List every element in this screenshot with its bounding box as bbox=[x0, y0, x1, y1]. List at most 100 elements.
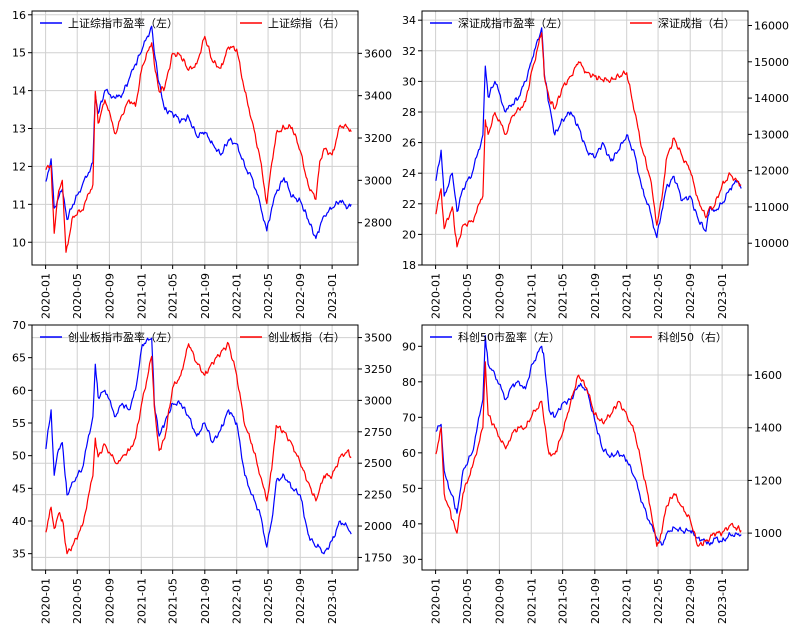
x-tick-label: 2023-01 bbox=[716, 578, 729, 624]
left-tick-label: 60 bbox=[12, 384, 26, 397]
left-tick-label: 22 bbox=[402, 198, 416, 211]
left-tick-label: 28 bbox=[402, 106, 416, 119]
left-tick-label: 32 bbox=[402, 45, 416, 58]
right-tick-label: 3600 bbox=[364, 47, 392, 60]
left-tick-label: 20 bbox=[402, 228, 416, 241]
left-tick-label: 50 bbox=[12, 450, 26, 463]
right-tick-label: 10000 bbox=[754, 237, 789, 250]
x-tick-label: 2023-01 bbox=[326, 273, 339, 319]
right-tick-label: 1750 bbox=[364, 551, 392, 564]
left-tick-label: 40 bbox=[12, 515, 26, 528]
x-tick-label: 2022-01 bbox=[621, 578, 634, 624]
right-tick-label: 15000 bbox=[754, 56, 789, 69]
right-tick-label: 3000 bbox=[364, 394, 392, 407]
left-tick-label: 70 bbox=[402, 411, 416, 424]
plot-frame bbox=[421, 324, 749, 571]
x-tick-label: 2022-01 bbox=[231, 273, 244, 319]
left-tick-label: 90 bbox=[402, 340, 416, 353]
x-tick-label: 2022-05 bbox=[652, 578, 665, 624]
x-tick-label: 2021-05 bbox=[167, 578, 180, 624]
series-line-pe-ratio bbox=[435, 335, 742, 546]
x-tick-label: 2021-01 bbox=[525, 273, 538, 319]
right-tick-label: 2750 bbox=[364, 426, 392, 439]
series-line-index bbox=[45, 35, 352, 253]
left-tick-label: 30 bbox=[402, 75, 416, 88]
x-tick-label: 2021-09 bbox=[199, 273, 212, 319]
x-tick-label: 2022-05 bbox=[652, 273, 665, 319]
x-tick-label: 2023-01 bbox=[326, 578, 339, 624]
right-tick-label: 3400 bbox=[364, 90, 392, 103]
x-tick-label: 2021-01 bbox=[135, 273, 148, 319]
left-tick-label: 24 bbox=[402, 167, 416, 180]
legend-label: 科创50市盈率（左） bbox=[458, 330, 560, 344]
x-tick-label: 2021-09 bbox=[589, 578, 602, 624]
x-tick-label: 2020-01 bbox=[40, 273, 53, 319]
right-tick-label: 1600 bbox=[754, 369, 782, 382]
x-tick-label: 2020-09 bbox=[493, 273, 506, 319]
x-tick-label: 2021-01 bbox=[525, 578, 538, 624]
x-tick-label: 2020-09 bbox=[103, 273, 116, 319]
right-tick-label: 14000 bbox=[754, 92, 789, 105]
series-line-pe-ratio bbox=[45, 337, 352, 555]
x-tick-label: 2022-09 bbox=[294, 578, 307, 624]
x-tick-label: 2022-01 bbox=[621, 273, 634, 319]
x-tick-label: 2020-09 bbox=[103, 578, 116, 624]
left-tick-label: 11 bbox=[12, 198, 26, 211]
series-line-pe-ratio bbox=[435, 27, 742, 239]
left-tick-label: 35 bbox=[12, 548, 26, 561]
right-tick-label: 16000 bbox=[754, 20, 789, 33]
left-tick-label: 10 bbox=[12, 236, 26, 249]
chart-panel-2: 2020-01 2020-05 2020-09 2021-01 2021-05 2021-… bbox=[402, 10, 789, 319]
x-tick-label: 2022-09 bbox=[294, 273, 307, 319]
left-tick-label: 26 bbox=[402, 137, 416, 150]
left-tick-label: 65 bbox=[12, 352, 26, 365]
chart-panel-3: 2020-01 2020-05 2020-09 2021-01 2021-05 2021-… bbox=[12, 319, 392, 624]
left-tick-label: 13 bbox=[12, 123, 26, 136]
x-tick-label: 2021-05 bbox=[167, 273, 180, 319]
left-tick-label: 12 bbox=[12, 160, 26, 173]
series-line-index bbox=[45, 341, 352, 555]
x-tick-label: 2020-05 bbox=[461, 273, 474, 319]
series-line-index bbox=[435, 361, 742, 547]
x-tick-label: 2022-09 bbox=[684, 273, 697, 319]
x-tick-label: 2020-09 bbox=[493, 578, 506, 624]
x-tick-label: 2021-01 bbox=[135, 578, 148, 624]
x-tick-label: 2022-05 bbox=[262, 273, 275, 319]
left-tick-label: 60 bbox=[402, 447, 416, 460]
legend-label: 深证成指市盈率（左） bbox=[458, 16, 568, 30]
left-tick-label: 16 bbox=[12, 9, 26, 22]
right-tick-label: 2800 bbox=[364, 217, 392, 230]
legend-label: 科创50（右） bbox=[658, 330, 727, 344]
x-tick-label: 2021-05 bbox=[557, 578, 570, 624]
plot-frame bbox=[31, 324, 359, 571]
plot-frame bbox=[31, 10, 359, 266]
right-tick-label: 2000 bbox=[364, 520, 392, 533]
x-tick-label: 2020-01 bbox=[40, 578, 53, 624]
right-tick-label: 2500 bbox=[364, 457, 392, 470]
legend-label: 创业板指市盈率（左） bbox=[68, 330, 178, 344]
x-tick-label: 2020-01 bbox=[430, 578, 443, 624]
right-tick-label: 3250 bbox=[364, 363, 392, 376]
x-tick-label: 2020-01 bbox=[430, 273, 443, 319]
right-tick-label: 1400 bbox=[754, 422, 782, 435]
left-tick-label: 80 bbox=[402, 376, 416, 389]
left-tick-label: 40 bbox=[402, 518, 416, 531]
x-tick-label: 2021-05 bbox=[557, 273, 570, 319]
left-tick-label: 45 bbox=[12, 482, 26, 495]
left-tick-label: 55 bbox=[12, 417, 26, 430]
left-tick-label: 34 bbox=[402, 14, 416, 27]
right-tick-label: 3500 bbox=[364, 332, 392, 345]
right-tick-label: 12000 bbox=[754, 165, 789, 178]
legend-label: 创业板指（右） bbox=[268, 330, 345, 344]
chart-panel-4: 2020-01 2020-05 2020-09 2021-01 2021-05 2021-… bbox=[402, 324, 782, 624]
left-tick-label: 14 bbox=[12, 85, 26, 98]
left-tick-label: 50 bbox=[402, 482, 416, 495]
left-tick-label: 18 bbox=[402, 259, 416, 272]
left-tick-label: 30 bbox=[402, 553, 416, 566]
right-tick-label: 1000 bbox=[754, 527, 782, 540]
x-tick-label: 2021-09 bbox=[589, 273, 602, 319]
x-tick-label: 2022-01 bbox=[231, 578, 244, 624]
left-tick-label: 70 bbox=[12, 319, 26, 332]
x-tick-label: 2020-05 bbox=[71, 273, 84, 319]
